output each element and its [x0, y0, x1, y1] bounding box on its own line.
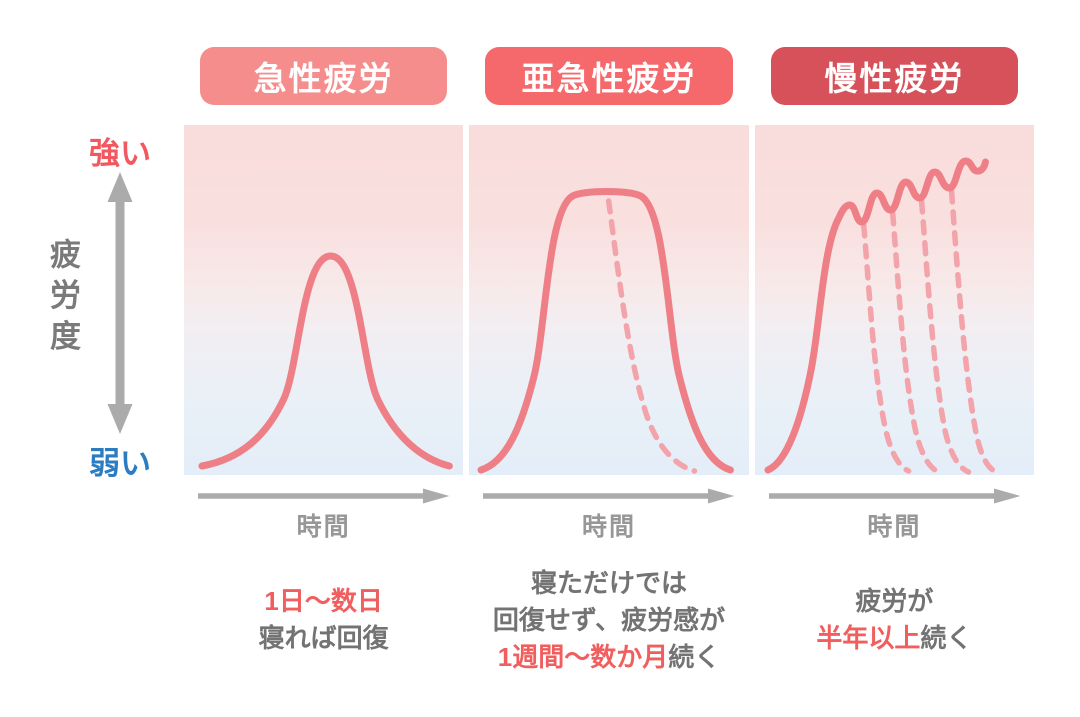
caption-acute-duration: 1日〜数日 [264, 586, 383, 616]
dashed-recovery-curve [606, 198, 698, 474]
column-acute-fatigue: 急性疲労 時間 1日〜数日 寝れば回復 [184, 0, 464, 689]
caption-chronic-duration: 半年以上 [816, 623, 921, 653]
time-axis-label: 時間 [296, 513, 351, 541]
fatigue-axis-double-arrow-icon [107, 172, 133, 434]
dashed-drop-curve-4 [948, 188, 999, 475]
caption-acute: 1日〜数日 寝れば回復 [259, 551, 389, 689]
time-axis-label: 時間 [581, 513, 636, 541]
caption-subacute-duration: 1週間〜数か月 [497, 641, 669, 672]
caption-chronic-line1: 疲労が [855, 586, 934, 616]
caption-chronic-continues: 続く [920, 623, 973, 653]
caption-subacute-line2: 回復せず、疲労感が [492, 604, 726, 635]
caption-chronic: 疲労が 半年以上続く [816, 551, 972, 689]
y-axis-weak-label: 弱い [89, 446, 151, 481]
header-pill-chronic: 慢性疲労 [770, 47, 1018, 105]
wavy-rising-curve [764, 157, 999, 475]
plateau-curve [477, 188, 735, 474]
dashed-drop-curve-3 [918, 198, 971, 475]
caption-acute-recovery: 寝れば回復 [258, 623, 389, 653]
bell-curve [198, 252, 453, 470]
column-chronic-fatigue: 慢性疲労 時間 疲労が 半年以上続く [754, 0, 1034, 689]
time-arrow-icon [768, 488, 1020, 504]
fatigue-panel-chronic [754, 125, 1034, 475]
header-pill-acute: 急性疲労 [200, 47, 448, 105]
fatigue-panel-subacute [469, 125, 749, 475]
dashed-drop-curve-2 [889, 210, 941, 475]
caption-subacute-line1: 寝ただけでは [530, 567, 687, 598]
y-axis-strong-label: 強い [89, 136, 151, 171]
caption-subacute-continues: 続く [668, 641, 721, 672]
time-arrow-icon [198, 488, 450, 504]
fatigue-panel-acute [184, 125, 464, 475]
dashed-drop-curve-1 [860, 222, 912, 474]
column-subacute-fatigue: 亜急性疲労 時間 寝ただけでは 回復せず、疲労感が 1週間〜数か月続く [469, 0, 749, 689]
panels-row: 急性疲労 時間 1日〜数日 寝れば回復 亜急性疲労 時間 [184, 0, 1034, 689]
time-axis-label: 時間 [867, 513, 922, 541]
y-axis-title: 疲労度 [45, 238, 80, 361]
time-arrow-icon [483, 488, 735, 504]
caption-subacute: 寝ただけでは 回復せず、疲労感が 1週間〜数か月続く [493, 551, 725, 689]
header-pill-subacute: 亜急性疲労 [485, 47, 733, 105]
